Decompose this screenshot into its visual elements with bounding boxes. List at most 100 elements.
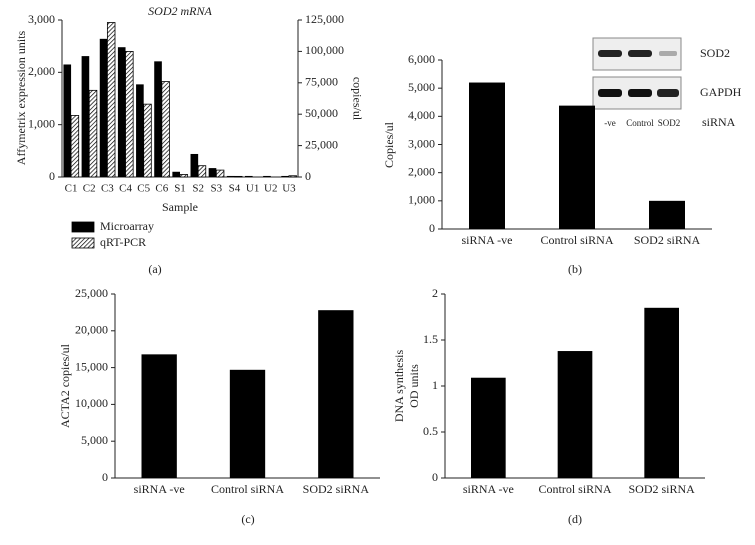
y-tick-label: 50,000 [305,106,338,120]
y-tick-label: 3,000 [28,12,55,26]
y-tick-label: 75,000 [305,75,338,89]
y-tick-label: 3,000 [408,136,435,150]
blot-row-label: GAPDH [700,85,742,99]
chart-title: SOD2 mRNA [148,4,212,18]
bar [125,51,134,178]
x-tick-label: C5 [137,183,150,195]
bar [136,84,144,177]
x-tick-label: U3 [282,183,296,195]
bar [208,168,217,177]
x-tick-label: Control siRNA [211,482,284,496]
x-tick-label: C1 [65,183,78,195]
bar [263,175,271,177]
bar [161,81,170,178]
y-axis-label: OD units [407,364,421,408]
x-tick-label: Control siRNA [538,482,611,496]
blot-lane-label: SOD2 [658,118,681,128]
y-tick-label: 15,000 [75,359,108,373]
x-tick-label: S1 [174,183,186,195]
x-tick-label: C3 [101,183,114,195]
bar [99,38,108,178]
bar [143,103,152,178]
y-tick-label: 100,000 [305,43,344,57]
bar [81,56,90,177]
panel-label: (c) [241,512,254,526]
bar [106,22,116,178]
bar [469,82,505,230]
western-blot [592,37,682,110]
y-tick-label: 25,000 [305,137,338,151]
blot-lane-label: -ve [604,118,616,128]
y-tick-label: 10,000 [75,396,108,410]
y-tick-label: 0 [432,470,438,484]
legend-swatch [71,237,95,249]
y-tick-label: 1,000 [28,116,55,130]
y-tick-label: 25,000 [75,286,108,300]
x-tick-label: Control siRNA [540,233,613,247]
x-tick-label: U1 [246,183,259,195]
y-tick-label: 0 [49,169,55,183]
bar [318,310,354,478]
bar [649,200,685,229]
y-tick-label: 0 [429,221,435,235]
bar [281,175,289,177]
x-axis-label: Sample [162,200,198,214]
bar [88,89,98,178]
blot-row-label: SOD2 [700,46,730,60]
y-tick-label: 1.5 [423,332,438,346]
bar [226,175,235,177]
x-tick-label: siRNA -ve [463,482,514,496]
bar [288,175,297,178]
panel-label: (a) [148,262,161,276]
x-tick-label: C6 [155,183,168,195]
bar [215,169,225,178]
y-axis-label: DNA synthesis [392,350,406,423]
blot-lanes-title: siRNA [702,115,736,129]
legend-label: Microarray [100,219,154,233]
bar [229,369,266,478]
panel-label: (d) [568,512,582,526]
y-tick-label: 20,000 [75,323,108,337]
x-tick-label: SOD2 siRNA [303,482,370,496]
x-tick-label: S3 [210,183,222,195]
x-tick-label: S4 [229,183,241,195]
bar [197,165,207,178]
bar [172,171,180,177]
x-tick-label: S2 [192,183,204,195]
legend-swatch [71,221,95,233]
y-tick-label: 0.5 [423,424,438,438]
x-tick-label: C2 [83,183,96,195]
bar [154,61,162,177]
bar [141,354,177,478]
bar [244,175,253,177]
x-tick-label: C4 [119,183,132,195]
y-tick-label: 125,000 [305,12,344,26]
bar [117,47,126,177]
y-tick-label: 0 [305,169,311,183]
y-tick-label: 2,000 [408,164,435,178]
y-tick-label: 2 [432,286,438,300]
bar [70,115,80,178]
y-tick-label: 2,000 [28,64,55,78]
y-tick-label: 5,000 [81,433,108,447]
x-tick-label: U2 [264,183,277,195]
legend-label: qRT-PCR [100,235,146,249]
bar [234,175,243,178]
bar [559,105,595,229]
y-tick-label: 1 [432,378,438,392]
y-tick-label: 0 [102,470,108,484]
panel-label: (b) [568,262,582,276]
y-axis-label: Copies/ul [382,121,396,168]
bar [179,174,189,178]
x-tick-label: SOD2 siRNA [634,233,701,247]
bar [644,307,679,478]
y-axis-label: Affymetrix expression units [14,30,28,165]
bar [190,153,199,177]
y-tick-label: 1,000 [408,193,435,207]
bar [63,64,72,177]
bar [471,377,506,478]
bar [557,351,593,478]
y2-axis-label: copies/ul [350,77,364,121]
y-axis-label: ACTA2 copies/ul [58,343,72,428]
